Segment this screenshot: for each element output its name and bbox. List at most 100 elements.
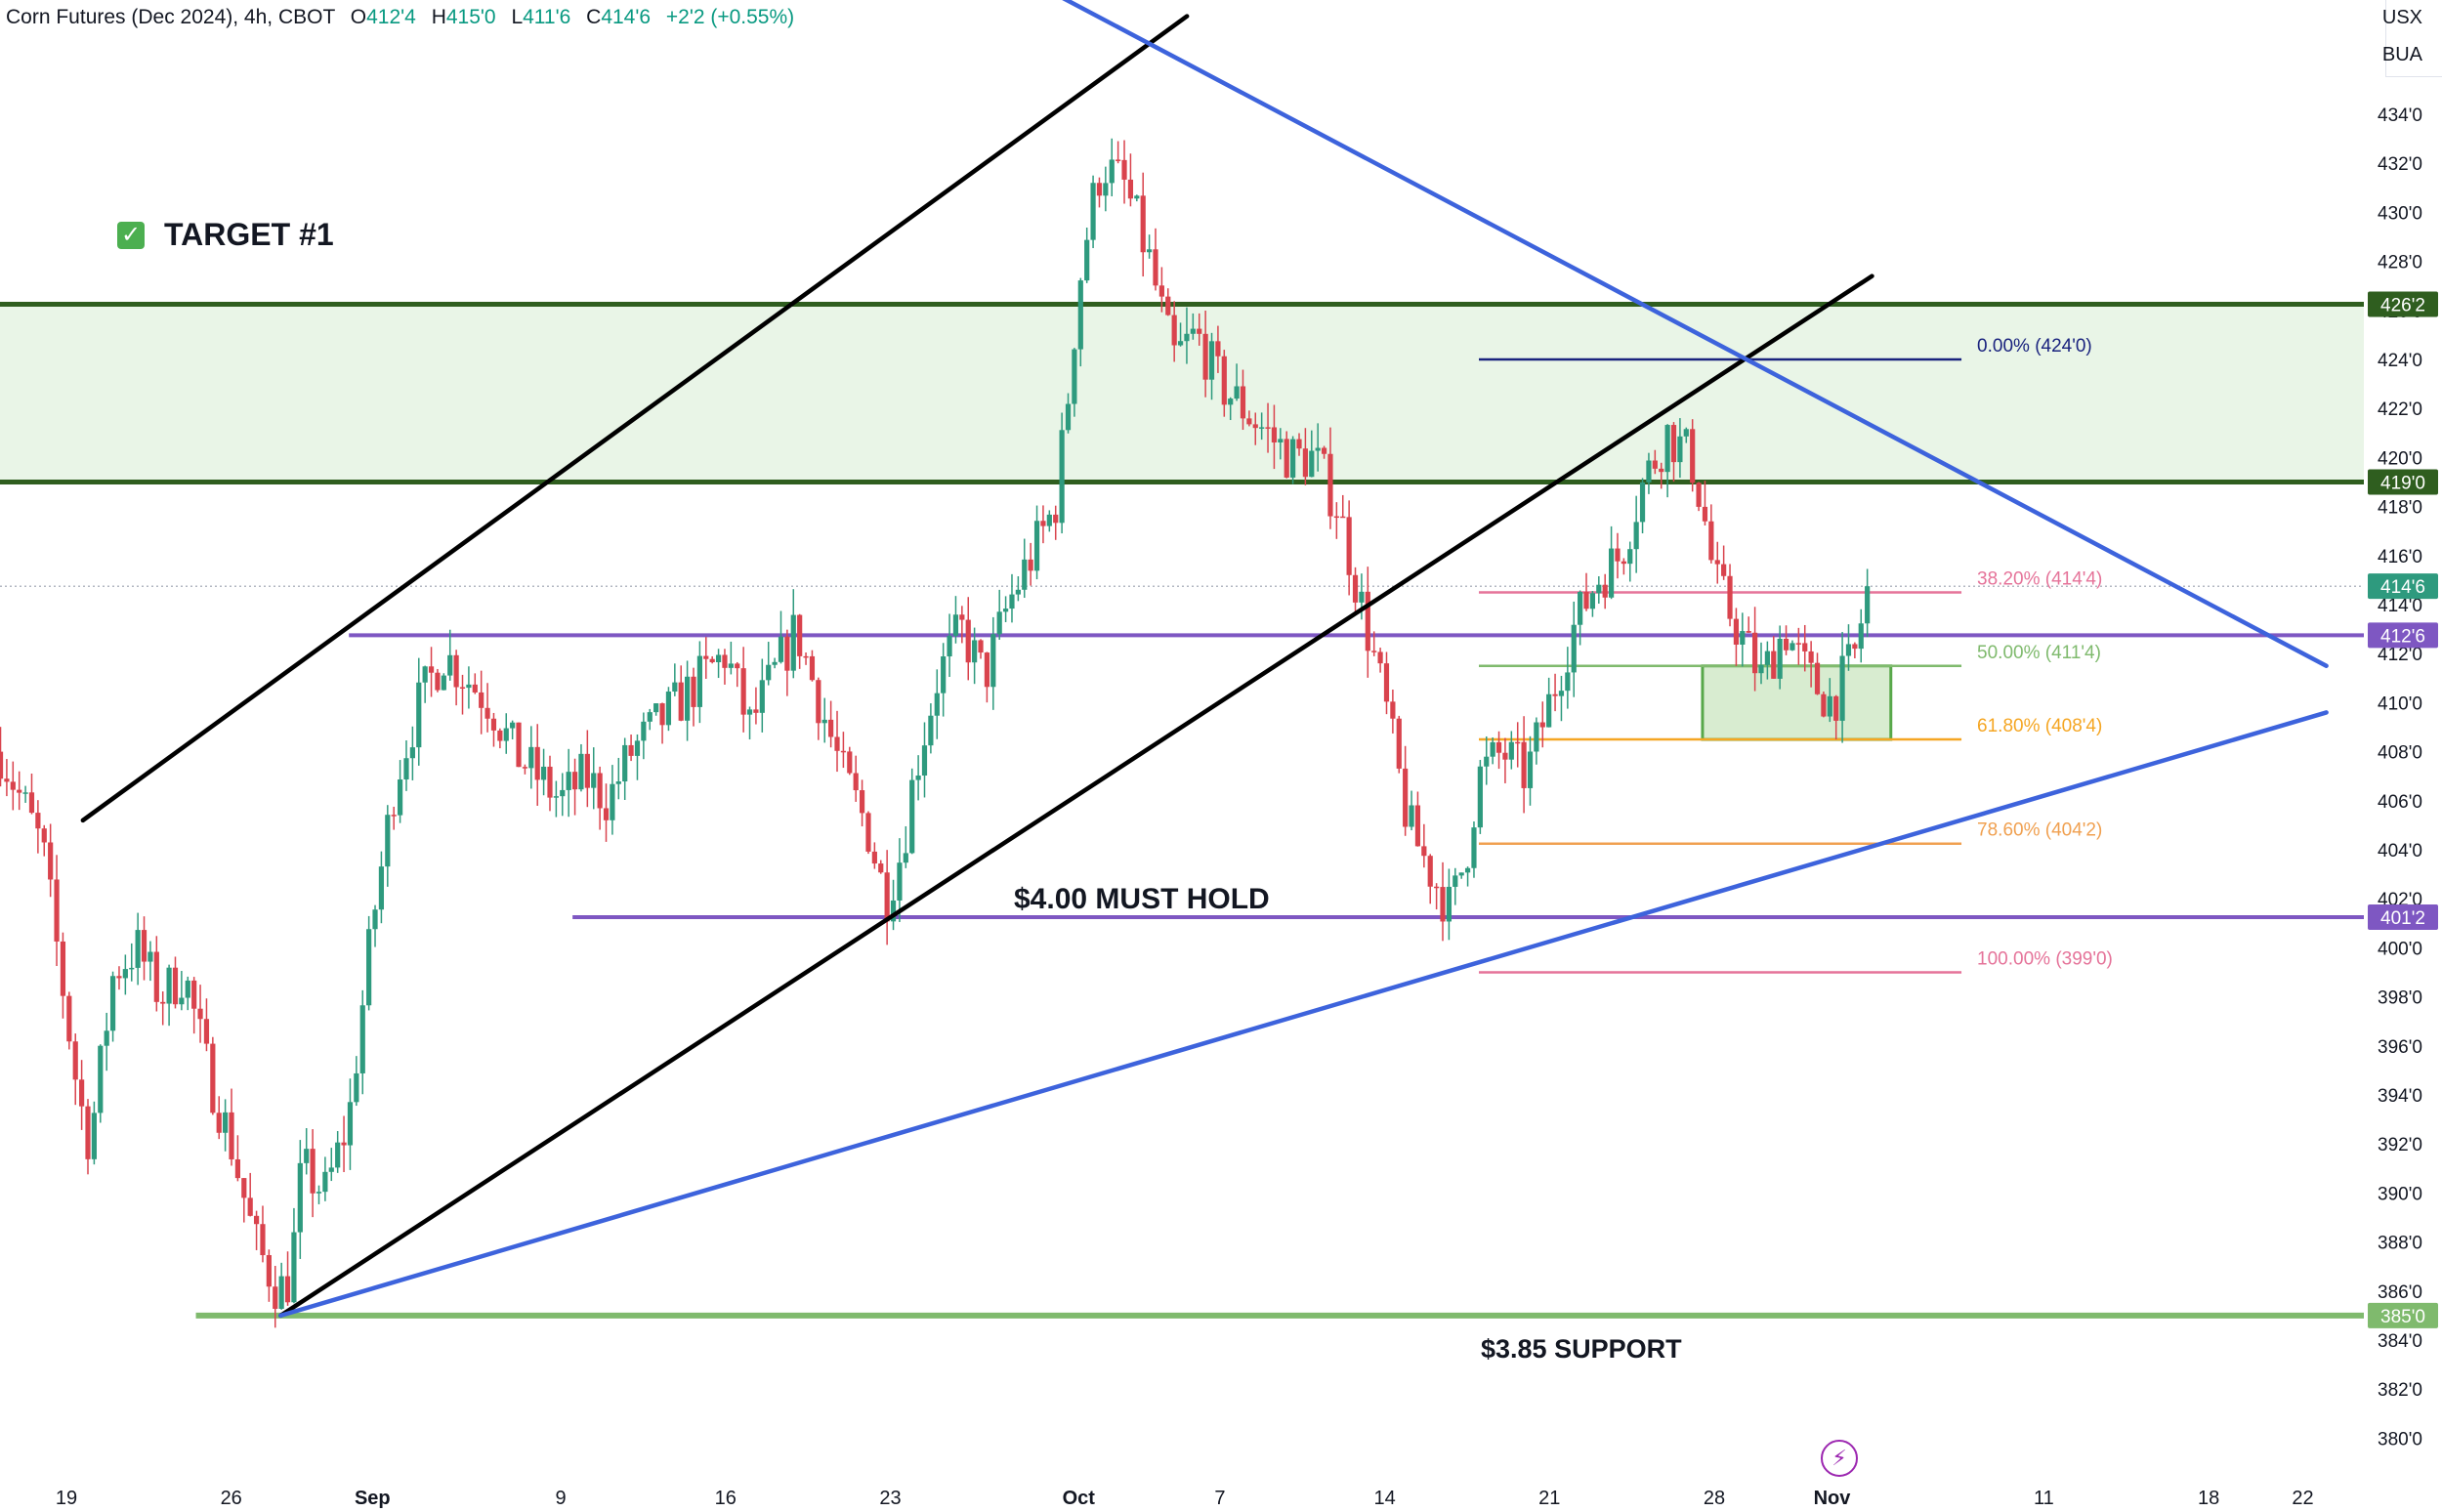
candle: [952, 596, 959, 644]
candle: [759, 658, 765, 733]
candle: [1197, 313, 1202, 346]
candle-body: [1696, 483, 1702, 507]
trend-line-black-upper[interactable]: [80, 14, 1190, 823]
candle: [1421, 823, 1427, 868]
candle-body: [1746, 631, 1751, 633]
candle-body: [397, 779, 403, 816]
candle: [1827, 678, 1832, 723]
candle: [322, 1156, 328, 1201]
trend-line-blue-descending[interactable]: [773, 0, 2329, 668]
unit-label[interactable]: BUA: [2381, 44, 2422, 65]
candle: [1158, 267, 1164, 313]
candle: [1802, 624, 1808, 672]
candle-body: [1608, 548, 1615, 598]
candle-body: [1865, 586, 1871, 624]
currency-label[interactable]: USX: [2381, 7, 2422, 28]
candle-body: [1240, 386, 1246, 419]
candle-body: [909, 779, 915, 854]
candle-body: [1453, 875, 1458, 887]
candle: [528, 726, 534, 789]
trend-line-blue-ascending[interactable]: [278, 710, 2329, 1319]
candle-body: [503, 728, 509, 741]
candle-body: [1833, 695, 1839, 721]
trend-line-black-lower[interactable]: [278, 273, 1874, 1319]
candle-body: [1527, 751, 1534, 788]
candle: [1271, 404, 1278, 470]
candle-body: [210, 1043, 216, 1113]
candle-body: [1839, 655, 1845, 721]
candle: [366, 915, 372, 1011]
candle: [341, 1115, 347, 1172]
candle-body: [1670, 425, 1677, 463]
candle-body: [72, 1041, 78, 1080]
candle-body: [553, 796, 559, 798]
candle-body: [335, 1142, 341, 1168]
candle: [1527, 735, 1534, 806]
candle: [909, 768, 915, 855]
candle-body: [366, 929, 372, 1006]
trend-lines[interactable]: [80, 0, 2329, 1319]
candle-body: [479, 692, 484, 708]
candle-body: [859, 790, 865, 814]
fibonacci-retracement[interactable]: 0.00% (424'0) 38.20% (414'4) 50.00% (411'4…: [1479, 336, 2113, 974]
candle: [653, 703, 659, 716]
candle: [566, 748, 571, 818]
candle: [984, 651, 990, 703]
candle-body: [1190, 328, 1196, 334]
candle-body: [547, 766, 553, 798]
candle-body: [522, 767, 528, 769]
candle-body: [1571, 624, 1577, 673]
candle: [809, 650, 816, 682]
candle: [1228, 397, 1234, 421]
candle: [41, 824, 47, 857]
candle-body: [1552, 693, 1558, 696]
time-axis[interactable]: 19 26 Sep 9 16 23 Oct 7 14 21 28 Nov 11 18 22: [56, 1488, 2314, 1509]
candle-body: [691, 676, 696, 707]
lightning-icon[interactable]: ⚡: [1821, 1440, 1858, 1477]
candle: [304, 1128, 310, 1175]
candle: [847, 746, 853, 776]
candle-body: [1652, 460, 1658, 469]
price-axis-bg: [2368, 0, 2442, 1512]
candle: [1670, 422, 1677, 483]
candle-body: [1153, 249, 1158, 286]
candle-body: [1390, 701, 1396, 719]
candle: [560, 773, 566, 817]
candle-body: [622, 744, 628, 782]
candle-body: [98, 1045, 104, 1113]
candle-body: [947, 635, 952, 657]
candle-body: [185, 980, 190, 998]
candle-body: [1284, 439, 1289, 478]
time-tick-label: Sep: [355, 1488, 391, 1509]
candle: [821, 697, 827, 743]
candle-body: [1795, 643, 1801, 645]
candle: [1153, 228, 1158, 291]
candle: [615, 757, 621, 800]
candle: [1589, 591, 1596, 617]
candle-body: [1121, 159, 1127, 180]
candle: [1053, 505, 1059, 540]
candle: [91, 1101, 97, 1165]
price-axis[interactable]: 380'0 382'0 384'0 386'0 388'0 390'0 392'0 394'0…: [2368, 0, 2442, 1512]
candle-body: [466, 684, 472, 689]
currency-box[interactable]: [2385, 0, 2442, 77]
price-tags: 426'2 419'0 412'6 401'2 385'0 414'6: [2368, 291, 2438, 1328]
candle-body: [1764, 651, 1770, 665]
candle-body: [1827, 695, 1832, 717]
candle-body: [959, 614, 965, 620]
candle: [22, 785, 28, 803]
time-tick-label: 28: [1704, 1488, 1725, 1509]
candle-body: [934, 693, 940, 716]
candlesticks: [0, 138, 1871, 1328]
candle-body: [1109, 159, 1115, 184]
price-tick-label: 432'0: [2378, 154, 2422, 175]
horizontal-levels[interactable]: [0, 302, 2364, 1319]
open-label: O: [350, 6, 367, 28]
candle-body: [341, 1142, 347, 1146]
candle: [297, 1140, 303, 1259]
candle: [1352, 567, 1359, 614]
candle-body: [1802, 643, 1808, 651]
candle-body: [197, 1008, 203, 1020]
candle: [503, 713, 509, 754]
